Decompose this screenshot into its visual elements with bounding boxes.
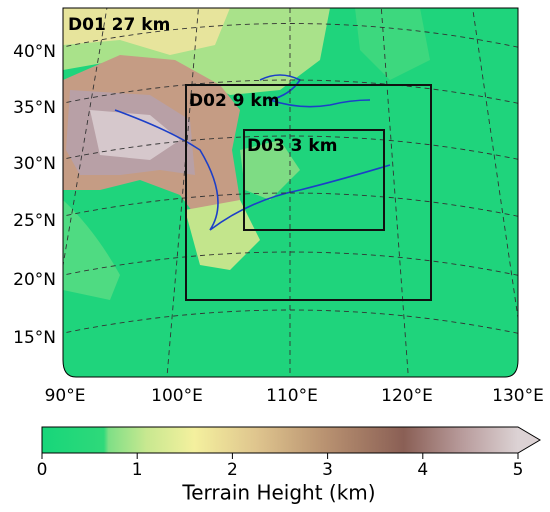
colorbar-tick-label: 2	[227, 460, 238, 480]
lat-label: 15°N	[13, 328, 56, 348]
lon-label: 90°E	[45, 386, 86, 406]
colorbar-frame	[41, 426, 541, 454]
lat-label: 30°N	[13, 154, 56, 174]
lat-label: 20°N	[13, 270, 56, 290]
map-frame	[62, 7, 519, 378]
colorbar-title: Terrain Height (km)	[181, 481, 375, 505]
terrain-map	[63, 8, 518, 377]
domain-box	[243, 129, 385, 231]
lon-label: 120°E	[381, 386, 433, 406]
lon-label: 100°E	[151, 386, 203, 406]
domain-label: D03 3 km	[247, 136, 337, 156]
lat-label: 40°N	[13, 42, 56, 62]
colorbar-tick-label: 4	[417, 460, 428, 480]
lon-label: 110°E	[266, 386, 318, 406]
colorbar-tick-label: 0	[37, 460, 48, 480]
colorbar-tick-label: 5	[513, 460, 524, 480]
colorbar-tick-label: 1	[132, 460, 143, 480]
colorbar	[42, 427, 518, 453]
colorbar-extension	[518, 427, 540, 453]
colorbar-tick-label: 3	[322, 460, 333, 480]
lat-label: 35°N	[13, 98, 56, 118]
domain-box	[185, 84, 432, 301]
domain-label: D02 9 km	[189, 91, 279, 111]
lat-label: 25°N	[13, 211, 56, 231]
domain-label: D01 27 km	[68, 15, 170, 35]
lon-label: 130°E	[492, 386, 544, 406]
